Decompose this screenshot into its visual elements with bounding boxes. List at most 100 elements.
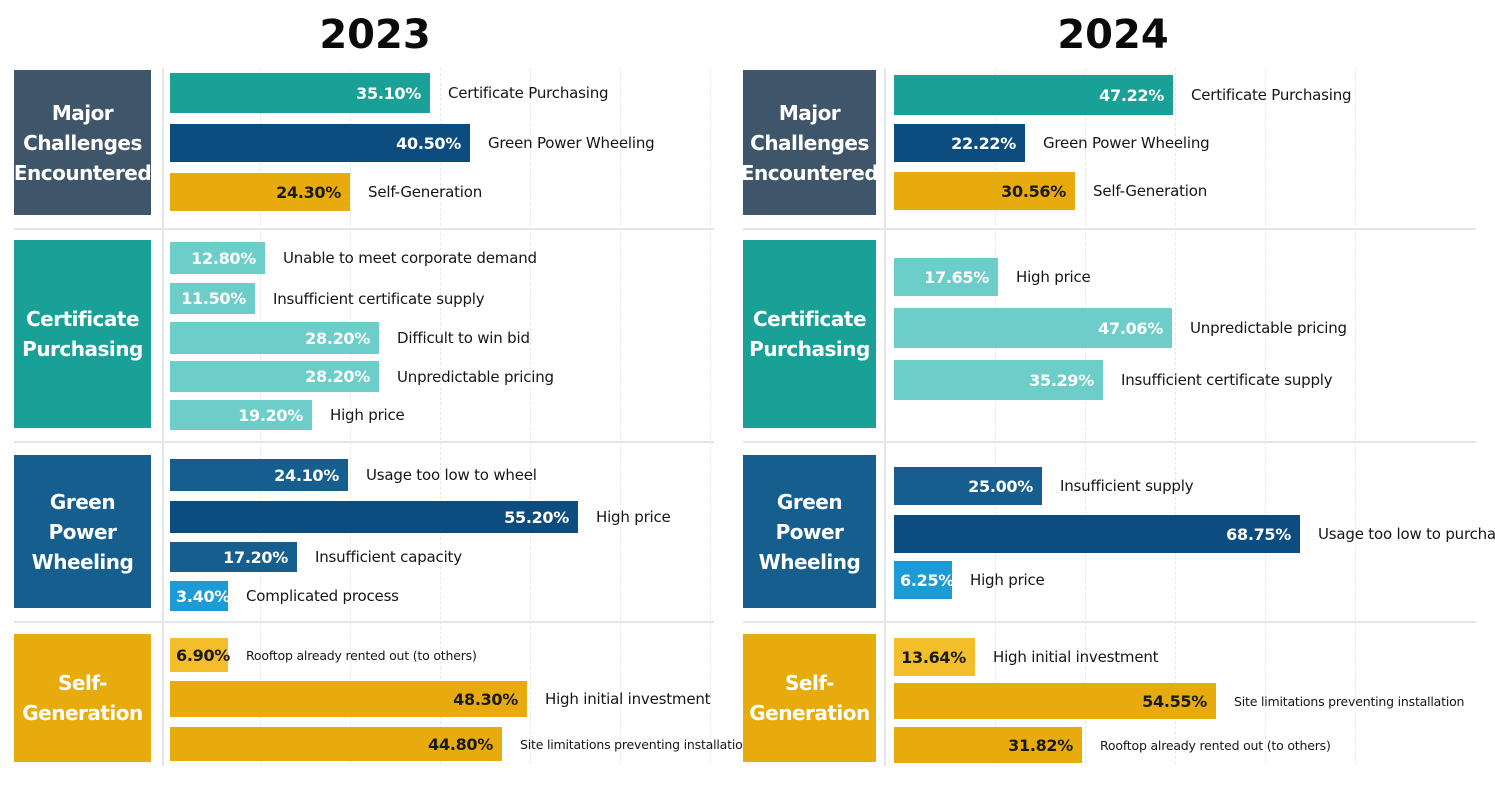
chart-title: 2023 bbox=[319, 12, 431, 58]
bar-value-label: 22.22% bbox=[951, 133, 1016, 153]
axis-line bbox=[884, 68, 886, 766]
section-divider bbox=[14, 228, 714, 230]
bar: 3.40% bbox=[170, 581, 231, 611]
bar-value-label: 30.56% bbox=[1001, 181, 1066, 201]
bar-value-label: 3.40% bbox=[176, 586, 231, 606]
bar: 47.22% bbox=[894, 75, 1173, 115]
bar: 22.22% bbox=[894, 124, 1025, 162]
category-label: Self-Generation bbox=[1093, 182, 1208, 200]
gridline bbox=[995, 68, 996, 764]
category-label: Site limitations preventing installation bbox=[520, 736, 751, 752]
category-label: Certificate Purchasing bbox=[1191, 86, 1352, 104]
bar-value-label: 6.90% bbox=[176, 645, 231, 665]
bar: 31.82% bbox=[894, 727, 1082, 763]
gridline bbox=[620, 68, 621, 764]
category-label: Green Power Wheeling bbox=[1043, 134, 1210, 152]
category-label: Green Power Wheeling bbox=[488, 134, 655, 152]
section-divider bbox=[743, 621, 1476, 623]
bar-value-label: 17.65% bbox=[924, 267, 989, 287]
group-label: Major Challenges Encountered bbox=[13, 70, 152, 215]
bar: 24.30% bbox=[170, 173, 350, 211]
group-label: Major Challenges Encountered bbox=[740, 70, 879, 215]
bar: 13.64% bbox=[894, 638, 975, 676]
bar-value-label: 24.30% bbox=[276, 182, 341, 202]
section-divider bbox=[743, 441, 1476, 443]
category-label: High initial investment bbox=[993, 648, 1159, 666]
bar: 35.10% bbox=[170, 73, 430, 113]
bar-value-label: 68.75% bbox=[1226, 524, 1291, 544]
group-label: Green Power Wheeling bbox=[14, 455, 151, 608]
category-label: Insufficient certificate supply bbox=[273, 289, 485, 308]
group-label-text: Major Challenges Encountered bbox=[13, 100, 152, 185]
bar: 25.00% bbox=[894, 467, 1042, 505]
bar: 40.50% bbox=[170, 124, 470, 162]
category-label: Rooftop already rented out (to others) bbox=[246, 647, 477, 663]
category-label: Unpredictable pricing bbox=[397, 367, 554, 386]
gridline bbox=[350, 68, 351, 764]
bar-value-label: 13.64% bbox=[901, 647, 966, 667]
bar-value-label: 17.20% bbox=[223, 547, 288, 567]
category-label: Rooftop already rented out (to others) bbox=[1100, 737, 1331, 753]
bar-value-label: 48.30% bbox=[453, 689, 518, 709]
gridline bbox=[1085, 68, 1086, 764]
bar-value-label: 6.25% bbox=[900, 570, 955, 590]
section-divider bbox=[14, 621, 714, 623]
category-label: Unpredictable pricing bbox=[1190, 319, 1347, 337]
category-label: Insufficient capacity bbox=[315, 548, 462, 566]
section-divider bbox=[743, 228, 1476, 230]
bar: 6.90% bbox=[170, 638, 231, 672]
bar: 35.29% bbox=[894, 360, 1103, 400]
group-label-text: Self-Generation bbox=[749, 671, 870, 725]
category-label: High initial investment bbox=[545, 690, 711, 708]
category-label: Site limitations preventing installation bbox=[1234, 693, 1465, 709]
bar-value-label: 47.06% bbox=[1098, 318, 1163, 338]
bar-value-label: 47.22% bbox=[1099, 85, 1164, 105]
gridline bbox=[710, 68, 711, 764]
gridline bbox=[1175, 68, 1176, 764]
chart-title: 2024 bbox=[1057, 12, 1169, 58]
bar-value-label: 19.20% bbox=[238, 405, 303, 425]
bar-value-label: 31.82% bbox=[1008, 735, 1073, 755]
gridline bbox=[1265, 68, 1266, 764]
category-label: Self-Generation bbox=[368, 183, 483, 201]
category-label: Complicated process bbox=[246, 587, 399, 605]
gridline bbox=[1355, 68, 1356, 764]
bar: 11.50% bbox=[170, 283, 255, 314]
bar-value-label: 35.10% bbox=[356, 83, 421, 103]
group-label: Green Power Wheeling bbox=[743, 455, 876, 608]
axis-line bbox=[162, 68, 164, 766]
bar: 55.20% bbox=[170, 501, 578, 533]
section-divider bbox=[14, 441, 714, 443]
group-label-text: Major Challenges Encountered bbox=[740, 100, 879, 185]
category-label: High price bbox=[970, 571, 1045, 589]
bar-value-label: 44.80% bbox=[428, 734, 493, 754]
group-label-text: Green Power Wheeling bbox=[31, 489, 134, 574]
category-label: High price bbox=[596, 508, 671, 526]
category-label: Usage too low to wheel bbox=[366, 466, 537, 484]
bar: 17.20% bbox=[170, 542, 297, 572]
category-label: High price bbox=[330, 406, 405, 424]
bar: 30.56% bbox=[894, 172, 1075, 210]
bar: 28.20% bbox=[170, 361, 379, 392]
category-label: Insufficient supply bbox=[1060, 477, 1194, 495]
bar-value-label: 54.55% bbox=[1142, 691, 1207, 711]
bar: 12.80% bbox=[170, 242, 265, 274]
bar-value-label: 24.10% bbox=[274, 465, 339, 485]
bar-value-label: 40.50% bbox=[396, 133, 461, 153]
bar: 19.20% bbox=[170, 400, 312, 430]
bar-value-label: 35.29% bbox=[1029, 370, 1094, 390]
bar: 48.30% bbox=[170, 681, 527, 717]
group-label: Certificate Purchasing bbox=[14, 240, 151, 428]
bar: 6.25% bbox=[894, 561, 955, 599]
category-label: Difficult to win bid bbox=[397, 329, 530, 347]
category-label: Certificate Purchasing bbox=[448, 84, 609, 102]
bar-value-label: 12.80% bbox=[191, 248, 256, 268]
bar: 44.80% bbox=[170, 727, 502, 761]
bar: 68.75% bbox=[894, 515, 1300, 553]
category-label: Usage too low to purchase bbox=[1318, 525, 1495, 543]
group-label-text: Certificate Purchasing bbox=[749, 307, 870, 361]
group-label-text: Green Power Wheeling bbox=[758, 489, 861, 574]
gridline bbox=[530, 68, 531, 764]
gridline bbox=[440, 68, 441, 764]
group-label: Certificate Purchasing bbox=[743, 240, 876, 428]
